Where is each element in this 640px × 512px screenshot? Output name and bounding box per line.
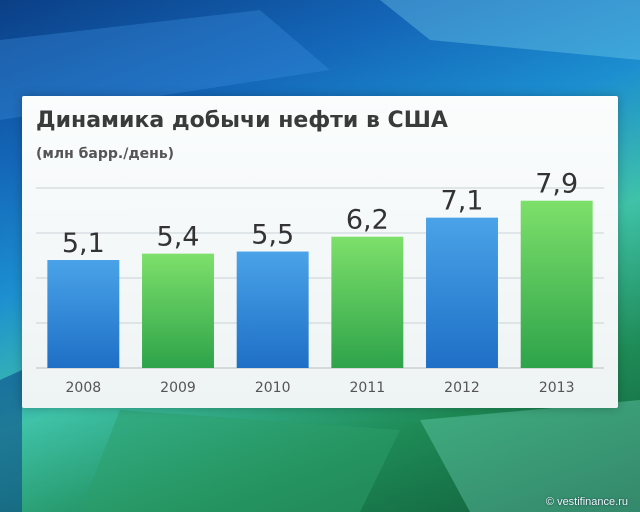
bar-2010 — [236, 251, 309, 368]
bar-chart: 5,1 5,4 5,5 6,2 7,1 7,9 2008 2009 2010 2011 2012 2… — [36, 169, 604, 396]
bar-2008 — [47, 260, 120, 368]
x-tick-label-2008: 2008 — [66, 380, 102, 396]
bar-2013 — [520, 200, 593, 368]
data-label-2013: 7,9 — [535, 169, 578, 200]
bar-2012 — [426, 217, 498, 368]
x-tick-label-2011: 2011 — [350, 380, 386, 396]
data-label-2008: 5,1 — [62, 228, 105, 259]
chart-subtitle: (млн барр./день) — [36, 146, 175, 162]
data-label-2009: 5,4 — [157, 222, 200, 253]
bar-2009 — [142, 253, 214, 368]
data-label-2012: 7,1 — [441, 186, 484, 217]
x-tick-label-2010: 2010 — [255, 380, 291, 396]
watermark-text: © vestifinance.ru — [545, 496, 628, 508]
chart-panel: Динамика добычи нефти в США (млн барр./д… — [22, 96, 618, 408]
data-label-2010: 5,5 — [251, 220, 294, 251]
x-tick-label-2012: 2012 — [444, 380, 480, 396]
chart-title: Динамика добычи нефти в США — [36, 108, 448, 133]
bar-2011 — [331, 236, 404, 368]
x-tick-label-2009: 2009 — [160, 380, 196, 396]
data-label-2011: 6,2 — [346, 205, 389, 236]
x-tick-label-2013: 2013 — [539, 380, 575, 396]
